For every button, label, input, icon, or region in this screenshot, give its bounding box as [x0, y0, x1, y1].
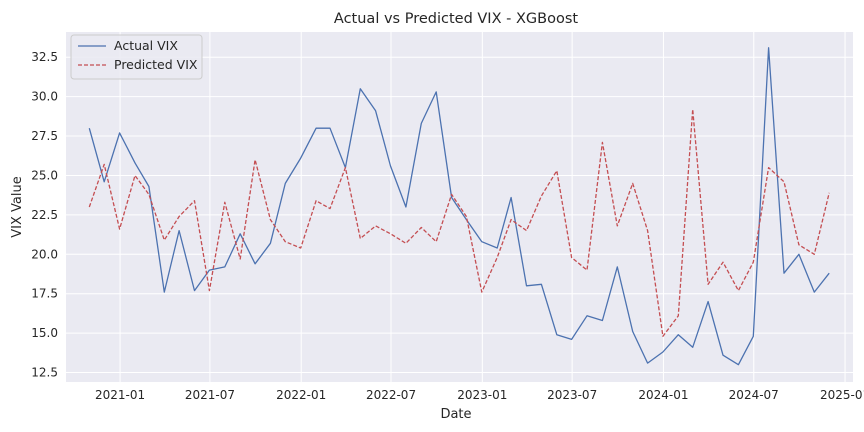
x-tick-label: 2021-07 [185, 388, 235, 402]
x-tick-label: 2022-07 [366, 388, 416, 402]
y-tick-label: 30.0 [31, 90, 58, 104]
y-tick-label: 25.0 [31, 168, 58, 182]
x-tick-label: 2024-01 [638, 388, 688, 402]
plot-area [66, 32, 853, 382]
legend-actual-label: Actual VIX [114, 38, 178, 53]
y-tick-label: 27.5 [31, 129, 58, 143]
x-tick-label: 2023-01 [457, 388, 507, 402]
series-lines [88, 47, 830, 366]
y-tick-label: 22.5 [31, 208, 58, 222]
y-axis-ticks: 12.5 15.0 17.5 20.0 22.5 25.0 27.5 30.0 32.5 [31, 50, 58, 379]
y-axis-label: VIX Value [10, 176, 25, 237]
y-tick-label: 12.5 [31, 366, 58, 380]
x-tick-label: 2023-07 [547, 388, 597, 402]
y-tick-label: 17.5 [31, 287, 58, 301]
y-tick-label: 15.0 [31, 326, 58, 340]
predicted-vix-line [88, 108, 830, 337]
actual-vix-line [88, 47, 830, 366]
legend-predicted-label: Predicted VIX [114, 57, 198, 72]
chart-title: Actual vs Predicted VIX - XGBoost [334, 11, 578, 27]
legend: Actual VIX Predicted VIX [70, 34, 203, 80]
y-tick-label: 20.0 [31, 247, 58, 261]
x-axis-label: Date [440, 407, 471, 422]
y-tick-label: 32.5 [31, 50, 58, 64]
x-tick-label: 2021-01 [95, 388, 145, 402]
x-tick-label: 2024-07 [729, 388, 779, 402]
x-tick-label: 2022-01 [276, 388, 326, 402]
x-tick-label: 2025-01 [820, 388, 864, 402]
x-axis-ticks: 2021-01 2021-07 2022-01 2022-07 2023-01 2023-… [95, 388, 864, 402]
